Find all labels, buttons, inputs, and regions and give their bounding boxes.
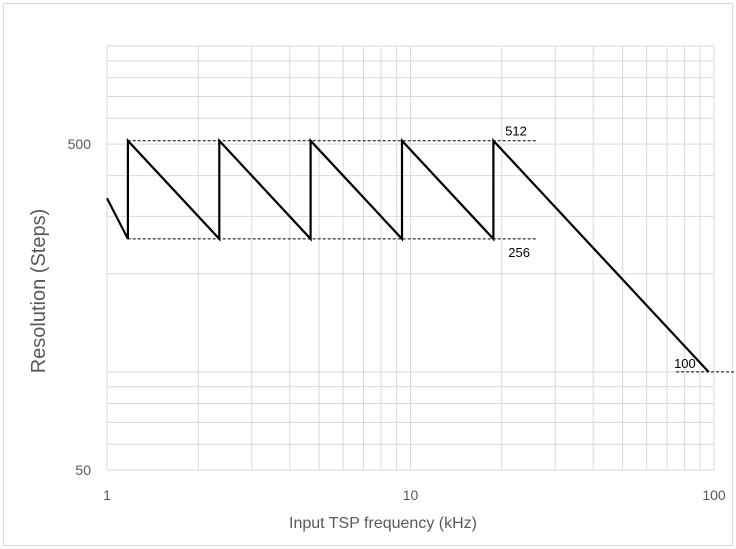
series-line-0 (106, 137, 710, 373)
y-tick-label: 500 (68, 136, 92, 152)
annotation-labels: 512 256 100 (505, 124, 696, 371)
series-layer (106, 137, 710, 373)
annotation-label-512: 512 (505, 124, 527, 139)
annotation-label-100: 100 (674, 356, 696, 371)
x-tick-label: 100 (702, 487, 726, 503)
y-axis-title: Resolution (Steps) (28, 209, 50, 374)
y-tick-label: 50 (75, 462, 91, 478)
x-tick-label: 1 (103, 487, 111, 503)
tick-labels: 1 10 100 50 500 (68, 136, 726, 503)
grid (106, 45, 715, 471)
x-tick-label: 10 (403, 487, 419, 503)
chart-border (3, 3, 733, 546)
annotation-guides (127, 140, 736, 373)
x-axis-title: Input TSP frequency (kHz) (289, 515, 477, 532)
annotation-label-256: 256 (508, 245, 530, 260)
